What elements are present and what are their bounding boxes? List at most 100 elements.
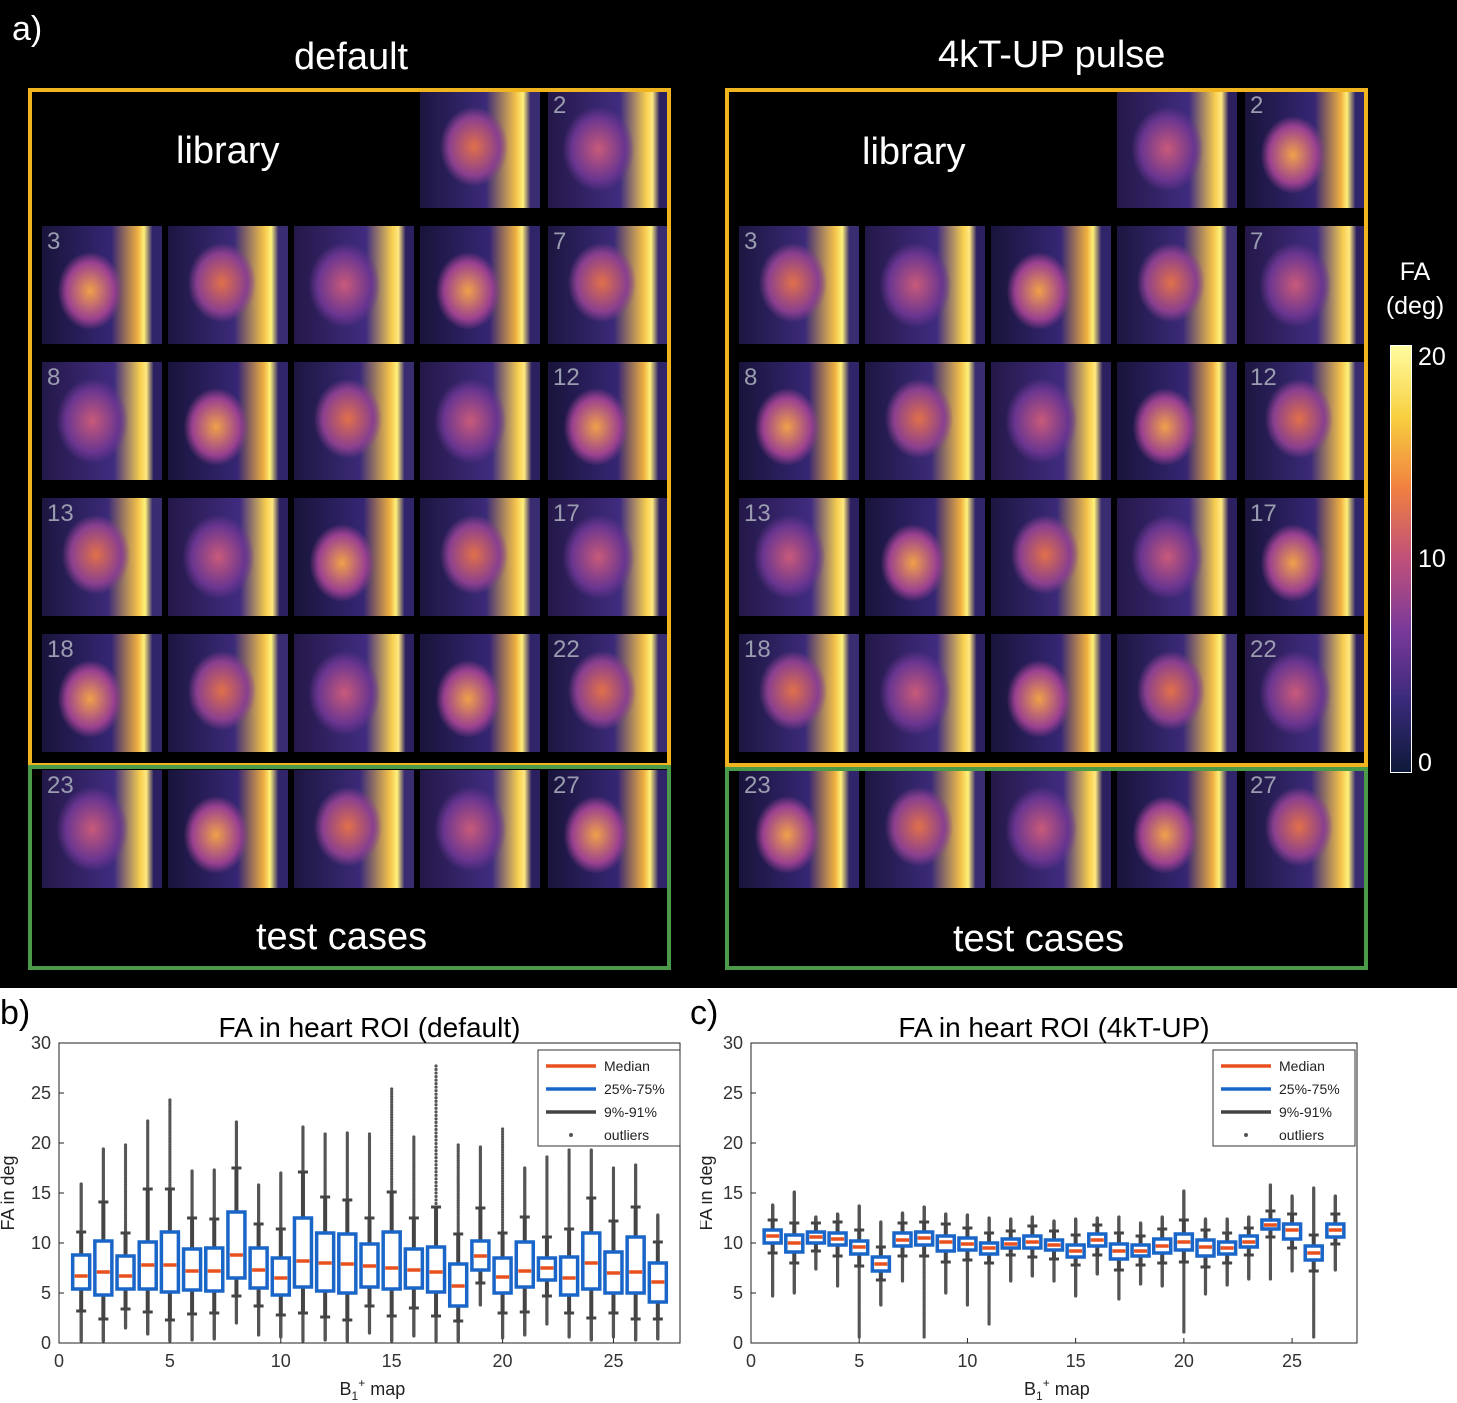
chart-title: FA in heart ROI (default): [219, 1012, 521, 1043]
outlier-dot: [168, 1134, 172, 1138]
chart-title: FA in heart ROI (4kT-UP): [898, 1012, 1209, 1043]
outlier-dot: [434, 1071, 438, 1075]
outlier-dot: [987, 1322, 991, 1326]
outlier-dot: [390, 1182, 394, 1186]
fa-map-tile: [294, 362, 414, 480]
fa-map-tile: 18: [739, 634, 859, 752]
library-frame-4kt: [725, 88, 1368, 767]
outlier-dot: [500, 1161, 505, 1165]
outlier-dot: [1203, 1292, 1208, 1296]
iqr-box: [292, 1216, 314, 1289]
outlier-dot: [123, 1194, 128, 1198]
outlier-dot: [1333, 1268, 1337, 1272]
outlier-dot: [168, 1140, 172, 1144]
outlier-dot: [390, 1138, 394, 1143]
outlier-dot: [146, 1119, 150, 1123]
outlier-dot: [390, 1089, 394, 1094]
tile-number: 3: [47, 228, 61, 255]
outlier-dot: [390, 1180, 394, 1184]
outlier-dot: [123, 1191, 128, 1195]
outlier-dot: [390, 1169, 394, 1173]
colorbar-label-fa: FA: [1399, 258, 1431, 286]
colorbar-tick-10: 10: [1418, 545, 1446, 573]
outlier-dot: [835, 1212, 840, 1216]
legend-label: outliers: [1279, 1127, 1324, 1143]
y-tick-label: 5: [41, 1283, 51, 1303]
iqr-box: [625, 1235, 646, 1295]
colorbar-label-deg: (deg): [1385, 292, 1445, 320]
outlier-dot: [456, 1212, 460, 1216]
outlier-dot: [1290, 1269, 1294, 1273]
outlier-dot: [500, 1137, 505, 1141]
outlier-dot: [168, 1171, 172, 1176]
outlier-dot: [814, 1215, 818, 1219]
outlier-dot: [123, 1205, 128, 1209]
tile-number: 22: [1250, 636, 1277, 663]
outlier-dot: [456, 1150, 460, 1154]
fa-map-tile: 2: [1245, 90, 1365, 208]
outlier-dot: [123, 1200, 128, 1204]
outlier-dot: [168, 1182, 172, 1187]
outlier-dot: [434, 1194, 438, 1199]
outlier-dot: [456, 1154, 460, 1158]
outlier-dot: [123, 1147, 128, 1151]
outlier-dot: [500, 1176, 505, 1180]
fa-map-tile: [420, 770, 540, 888]
outlier-dot: [434, 1064, 438, 1068]
outlier-dot: [1117, 1297, 1121, 1301]
outlier-dot: [434, 1191, 438, 1195]
outlier-dot: [390, 1164, 394, 1168]
outlier-dot: [456, 1214, 460, 1218]
outlier-dot: [123, 1172, 128, 1176]
outlier-dot: [434, 1198, 438, 1202]
outlier-dot: [434, 1170, 438, 1174]
outlier-dot: [500, 1189, 505, 1193]
outlier-dot: [1247, 1215, 1251, 1219]
outlier-dot: [456, 1223, 460, 1227]
outlier-dot: [456, 1201, 460, 1205]
outlier-dot: [146, 1332, 150, 1336]
outlier-dot: [390, 1133, 394, 1137]
fa-map-tile: [865, 362, 985, 480]
tile-number: 2: [553, 92, 567, 119]
tile-number: 18: [744, 636, 771, 663]
outlier-dot: [500, 1200, 505, 1204]
outlier-dot: [900, 1279, 905, 1283]
fa-map-tile: 3: [739, 226, 859, 344]
fa-map-tile: [1117, 634, 1237, 752]
x-tick-label: 10: [271, 1351, 291, 1371]
outlier-dot: [500, 1179, 505, 1183]
outlier-dot: [123, 1198, 128, 1202]
tile-number: 22: [553, 636, 580, 663]
outlier-dot: [456, 1187, 460, 1192]
outlier-dot: [123, 1326, 128, 1330]
iqr-box: [70, 1253, 92, 1291]
tile-number: 18: [47, 636, 74, 663]
outlier-dot: [456, 1183, 460, 1187]
outlier-dot: [168, 1120, 172, 1124]
fa-map-tile: [168, 362, 288, 480]
y-tick-label: 0: [733, 1333, 743, 1353]
legend-label: 9%-91%: [604, 1104, 657, 1120]
outlier-dot: [434, 1089, 438, 1093]
y-tick-label: 5: [733, 1283, 743, 1303]
outlier-dot: [434, 1187, 438, 1191]
outlier-dot: [123, 1189, 128, 1193]
tile-number: 12: [1250, 364, 1277, 391]
outlier-dot: [79, 1339, 83, 1343]
outlier-dot: [611, 1335, 616, 1339]
outlier-dot: [456, 1203, 460, 1207]
outlier-dot: [500, 1182, 505, 1186]
outlier-dot: [456, 1225, 460, 1229]
outlier-dot: [1030, 1215, 1034, 1219]
outlier-dot: [500, 1215, 505, 1219]
y-tick-label: 20: [723, 1133, 743, 1153]
outlier-dot: [456, 1181, 460, 1185]
outlier-dot: [123, 1207, 128, 1211]
outlier-dot: [434, 1145, 438, 1149]
fa-map-tile: 17: [548, 498, 668, 616]
legend-swatch: [569, 1133, 573, 1137]
y-tick-label: 25: [31, 1083, 51, 1103]
fa-map-tile: [1117, 90, 1237, 208]
test-label-4kt: test cases: [953, 918, 1125, 960]
